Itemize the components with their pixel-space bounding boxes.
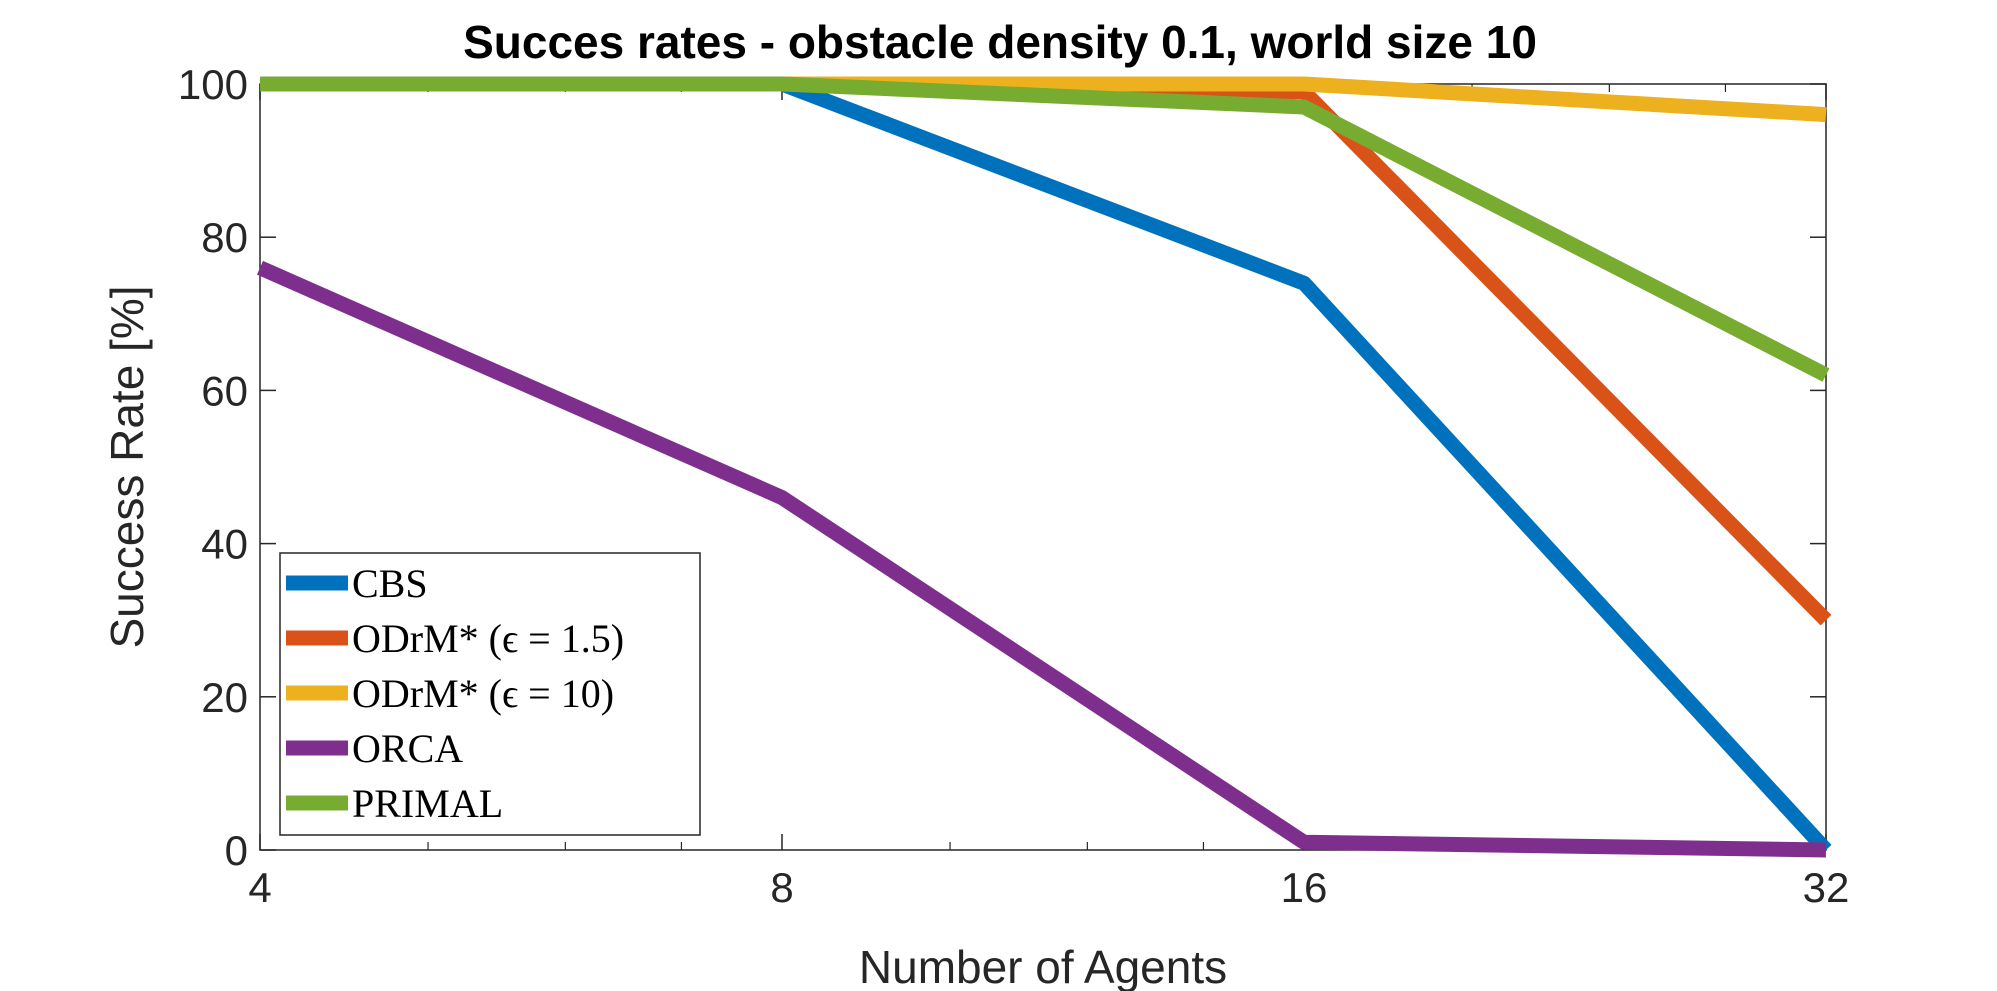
- x-axis-label: Number of Agents: [859, 941, 1227, 991]
- legend-entry-label: PRIMAL: [352, 781, 503, 826]
- series-line-primal: [260, 76, 1830, 382]
- y-tick-label: 80: [201, 214, 248, 261]
- series-line-orca: [256, 260, 1827, 858]
- legend-entry-label: ODrM* (ϵ = 1.5): [352, 616, 624, 661]
- y-axis-label: Success Rate [%]: [101, 285, 153, 648]
- y-tick-label: 0: [225, 827, 248, 874]
- chart-title: Succes rates - obstacle density 0.1, wor…: [463, 16, 1537, 68]
- x-tick-label: 16: [1281, 864, 1328, 911]
- y-tick-label: 60: [201, 367, 248, 414]
- legend-entry-label: ODrM* (ϵ = 10): [352, 671, 614, 716]
- series-lines: [256, 76, 1832, 858]
- x-tick-label: 32: [1803, 864, 1850, 911]
- x-tick-label: 8: [770, 864, 793, 911]
- legend-box: [279, 552, 701, 836]
- y-tick-label: 100: [178, 61, 248, 108]
- x-tick-label: 4: [248, 864, 271, 911]
- y-tick-label: 20: [201, 674, 248, 721]
- legend: CBS ODrM* (ϵ = 1.5) ODrM* (ϵ = 10) ORCA PRIM…: [279, 552, 701, 836]
- legend-entry-label: CBS: [352, 561, 428, 606]
- y-tick-label: 40: [201, 521, 248, 568]
- legend-entry-label: ORCA: [352, 726, 463, 771]
- axis-ticks: 0 20 40 60 80 100 4 8 16 32: [178, 61, 1849, 911]
